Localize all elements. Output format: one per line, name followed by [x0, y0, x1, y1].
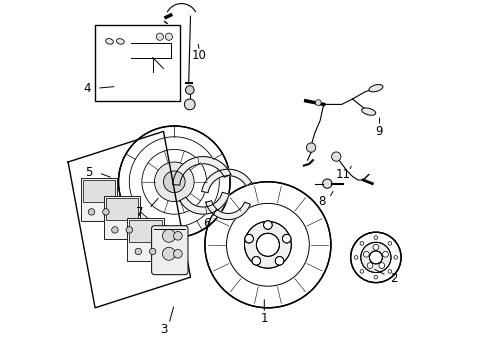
Circle shape: [102, 209, 109, 215]
Bar: [81, 178, 117, 221]
Circle shape: [368, 251, 382, 264]
Polygon shape: [205, 201, 250, 220]
Circle shape: [322, 179, 331, 188]
Ellipse shape: [116, 39, 124, 44]
Circle shape: [354, 256, 357, 259]
Circle shape: [387, 242, 391, 245]
Circle shape: [156, 33, 163, 40]
Circle shape: [244, 221, 291, 268]
Circle shape: [315, 100, 321, 105]
Circle shape: [244, 234, 253, 243]
Text: 11: 11: [335, 168, 350, 181]
Circle shape: [363, 251, 368, 257]
Circle shape: [162, 229, 175, 242]
Circle shape: [372, 244, 378, 250]
Circle shape: [185, 86, 194, 94]
Circle shape: [204, 182, 330, 308]
Bar: [106, 198, 138, 220]
Circle shape: [306, 143, 315, 152]
Text: 8: 8: [318, 195, 325, 208]
Circle shape: [350, 232, 400, 283]
Circle shape: [135, 248, 141, 255]
Text: 4: 4: [83, 82, 91, 95]
Ellipse shape: [361, 108, 375, 115]
Circle shape: [382, 251, 387, 257]
Circle shape: [149, 248, 156, 255]
FancyBboxPatch shape: [151, 226, 187, 275]
Text: 6: 6: [203, 217, 210, 230]
Circle shape: [263, 221, 272, 229]
Text: 5: 5: [85, 166, 93, 179]
Circle shape: [359, 242, 363, 245]
Text: 10: 10: [192, 49, 206, 62]
Circle shape: [393, 256, 397, 259]
Ellipse shape: [105, 39, 113, 44]
Text: 3: 3: [160, 323, 167, 336]
Circle shape: [126, 227, 132, 233]
Polygon shape: [201, 169, 251, 193]
Circle shape: [282, 234, 290, 243]
Circle shape: [275, 256, 283, 265]
Circle shape: [165, 33, 172, 40]
Circle shape: [251, 256, 260, 265]
Bar: [104, 196, 140, 239]
Polygon shape: [172, 157, 230, 185]
Circle shape: [162, 247, 175, 260]
Ellipse shape: [368, 85, 382, 92]
Circle shape: [373, 275, 377, 279]
Circle shape: [154, 162, 194, 202]
Circle shape: [163, 171, 185, 193]
Text: 2: 2: [389, 273, 397, 285]
Circle shape: [256, 233, 279, 256]
Polygon shape: [180, 192, 229, 214]
Circle shape: [360, 242, 390, 273]
Circle shape: [88, 209, 95, 215]
Text: 7: 7: [136, 206, 143, 219]
Bar: [127, 218, 163, 261]
Circle shape: [184, 99, 195, 110]
Text: 1: 1: [260, 312, 267, 325]
Circle shape: [373, 236, 377, 239]
Circle shape: [173, 231, 182, 240]
Circle shape: [359, 270, 363, 273]
Circle shape: [331, 152, 340, 161]
Circle shape: [111, 227, 118, 233]
Circle shape: [387, 270, 391, 273]
Circle shape: [173, 249, 182, 258]
Circle shape: [366, 263, 372, 269]
Circle shape: [378, 263, 384, 269]
Text: 9: 9: [375, 125, 383, 138]
Circle shape: [118, 126, 230, 238]
Bar: [82, 180, 115, 202]
Bar: [129, 220, 162, 242]
Bar: [95, 25, 179, 101]
